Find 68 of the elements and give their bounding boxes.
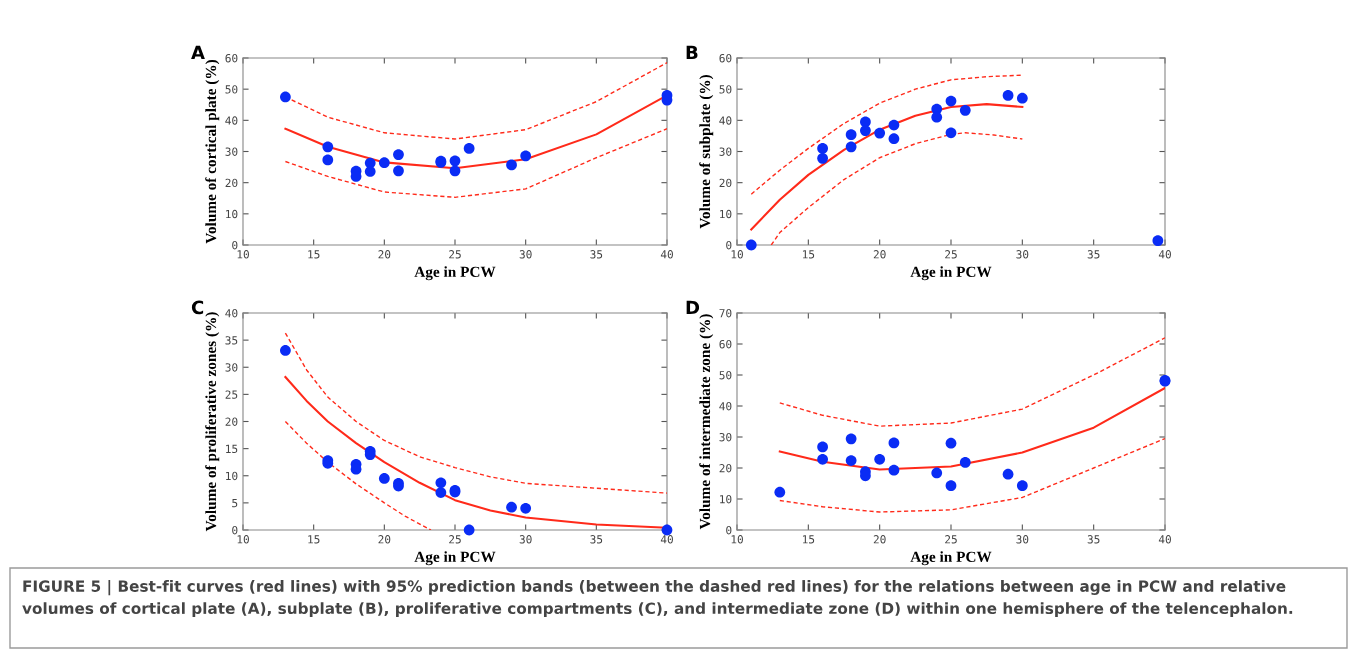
x-tick-label: 25 (449, 250, 461, 259)
x-tick-label: 40 (660, 535, 673, 544)
y-tick-label: 20 (719, 178, 732, 188)
x-axis-title: Age in PCW (910, 266, 992, 281)
y-tick-label: 70 (719, 309, 732, 318)
y-tick-label: 50 (719, 371, 732, 380)
y-tick-label: 20 (719, 464, 732, 473)
y-tick-label: 60 (719, 54, 732, 63)
chart-title: B (686, 45, 698, 59)
x-tick-label: 15 (802, 250, 815, 259)
x-tick-label: 20 (378, 250, 391, 259)
y-tick-label: 0 (232, 526, 238, 535)
x-tick-label: 35 (590, 535, 603, 544)
x-axis-title: Age in PCW (414, 266, 496, 281)
x-tick-label: 30 (519, 535, 532, 544)
y-axis-title: Volume of cortical plate (%) (205, 59, 220, 244)
x-tick-label: 25 (945, 535, 957, 544)
x-tick-label: 20 (873, 535, 886, 544)
x-tick-label: 40 (1158, 535, 1171, 544)
y-tick-label: 15 (226, 444, 238, 454)
y-tick-label: 0 (726, 241, 732, 250)
y-tick-label: 10 (720, 495, 732, 504)
x-tick-label: 40 (660, 250, 673, 259)
x-tick-label: 30 (519, 250, 532, 259)
chart-title: A (191, 45, 205, 59)
y-tick-label: 10 (226, 209, 238, 219)
y-tick-label: 60 (225, 54, 238, 63)
y-tick-label: 40 (225, 116, 238, 125)
x-tick-label: 35 (1087, 535, 1100, 544)
y-tick-label: 25 (225, 390, 238, 399)
x-tick-label: 35 (1087, 250, 1100, 259)
x-tick-label: 15 (308, 250, 320, 259)
y-tick-label: 30 (719, 147, 732, 156)
x-tick-label: 20 (873, 250, 886, 259)
y-tick-label: 30 (225, 147, 238, 156)
x-tick-label: 40 (1158, 250, 1171, 259)
y-axis-title: Volume of proliferative zones (%) (205, 312, 220, 532)
y-tick-label: 50 (225, 85, 238, 94)
y-tick-label: 20 (225, 417, 238, 426)
x-axis-title: Age in PCW (910, 551, 992, 566)
x-tick-label: 15 (308, 535, 320, 544)
x-tick-label: 25 (945, 250, 957, 259)
x-tick-label: 15 (802, 535, 815, 544)
x-tick-label: 35 (590, 250, 603, 259)
y-tick-label: 30 (719, 433, 732, 442)
y-tick-label: 10 (720, 209, 732, 219)
y-tick-label: 40 (719, 116, 732, 125)
y-axis-title: Volume of subplate (%) (699, 74, 714, 229)
y-axis-title: Volume of intermediate zone (%) (699, 314, 714, 530)
y-tick-label: 50 (719, 85, 732, 94)
y-tick-label: 60 (719, 340, 732, 349)
y-tick-label: 0 (726, 526, 732, 535)
x-tick-label: 30 (1016, 535, 1029, 544)
y-tick-label: 40 (225, 309, 238, 318)
y-tick-label: 30 (225, 363, 238, 372)
y-tick-label: 5 (232, 499, 238, 508)
y-tick-label: 40 (719, 402, 732, 411)
y-tick-label: 0 (232, 241, 238, 250)
chart-title: D (686, 300, 700, 314)
y-tick-label: 35 (225, 336, 238, 345)
x-tick-label: 30 (1016, 250, 1029, 259)
x-tick-label: 20 (378, 535, 391, 544)
caption: FIGURE 5 | Best-fit curves (red lines) with 95% prediction bands (between the dashed red lines) for the relations between age in PCW and relative volumes of cortical plate (A), subplate (B), proliferative compartments (C), and intermediate zone (D) within one hemisphere of the telencephalon. (22, 580, 1293, 618)
x-tick-label: 25 (449, 535, 461, 544)
y-tick-label: 20 (225, 178, 238, 188)
y-tick-label: 10 (226, 471, 238, 481)
chart-title: C (191, 300, 204, 315)
x-axis-title: Age in PCW (414, 551, 496, 566)
